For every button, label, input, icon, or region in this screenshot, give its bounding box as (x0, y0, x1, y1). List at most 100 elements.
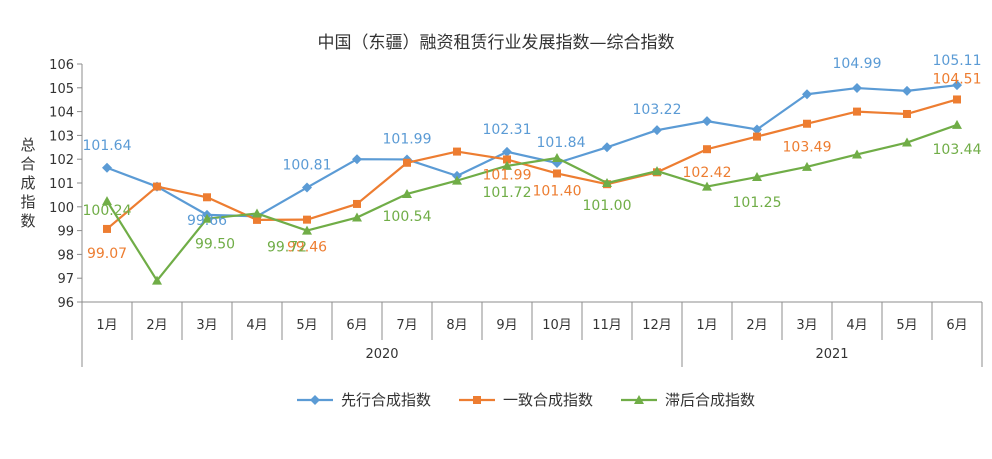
x-tick-label: 8月 (446, 318, 467, 333)
data-label: 101.40 (533, 183, 582, 199)
data-label: 101.99 (483, 167, 532, 183)
legend-item: 滞后合成指数 (621, 391, 755, 409)
data-label: 103.22 (633, 102, 682, 118)
data-point-square (473, 396, 481, 404)
data-point-square (403, 158, 411, 167)
data-point-triangle (452, 175, 462, 185)
data-point-triangle (402, 188, 412, 198)
data-point-diamond (652, 125, 662, 136)
data-label: 99.72 (267, 239, 307, 255)
y-tick-label: 106 (49, 58, 74, 73)
legend-label: 先行合成指数 (341, 391, 431, 409)
data-point-square (853, 107, 861, 116)
data-label: 102.42 (683, 165, 732, 181)
series-layer (102, 80, 962, 285)
series-line (106, 98, 958, 230)
data-point-diamond (602, 142, 612, 153)
data-point-square (553, 169, 561, 178)
data-point-square (253, 215, 261, 224)
data-point-triangle (952, 119, 962, 129)
x-tick-label: 6月 (946, 318, 967, 333)
data-point-triangle (652, 166, 662, 176)
data-point-triangle (552, 153, 562, 163)
y-axis-label-char: 总 (20, 136, 35, 154)
data-point-triangle (102, 196, 112, 206)
data-point-triangle (152, 275, 162, 285)
data-point-square (753, 132, 761, 141)
series-line (106, 123, 958, 282)
data-point-triangle (252, 208, 262, 218)
y-tick-label: 96 (57, 296, 74, 311)
x-tick-label: 4月 (246, 318, 267, 333)
data-point-triangle (502, 160, 512, 170)
data-point-diamond (902, 85, 912, 96)
data-point-triangle (602, 178, 612, 187)
legend: 先行合成指数 一致合成指数 滞后合成指数 (297, 391, 755, 409)
data-point-triangle (802, 161, 812, 171)
series-triangle (102, 119, 962, 285)
legend-item: 先行合成指数 (297, 391, 431, 409)
data-label: 101.84 (537, 135, 586, 151)
y-axis-label-char: 成 (20, 174, 35, 192)
data-point-square (953, 95, 961, 104)
data-label: 100.81 (283, 158, 332, 174)
data-label: 101.72 (483, 185, 532, 201)
data-label: 101.25 (733, 195, 782, 211)
data-label: 104.51 (933, 71, 982, 87)
data-point-square (903, 109, 911, 118)
legend-label: 滞后合成指数 (665, 391, 755, 409)
y-tick-label: 98 (57, 248, 74, 263)
data-point-diamond (310, 395, 320, 405)
y-axis-label-char: 数 (20, 212, 35, 230)
y-tick-label: 102 (49, 153, 74, 168)
x-tick-label: 4月 (846, 318, 867, 333)
data-label: 103.44 (933, 142, 982, 158)
x-tick-label: 5月 (896, 318, 917, 333)
x-tick-label: 1月 (696, 318, 717, 333)
data-label: 101.00 (583, 198, 632, 214)
x-tick-label: 7月 (396, 318, 417, 333)
data-point-diamond (352, 154, 362, 165)
data-point-triangle (634, 395, 644, 404)
x-tick-label: 9月 (496, 318, 517, 333)
data-label: 105.11 (933, 53, 982, 69)
x-tick-label: 12月 (642, 318, 672, 333)
data-point-triangle (302, 225, 312, 235)
data-point-square (203, 193, 211, 202)
y-axis-label-char: 指 (20, 193, 35, 211)
data-point-diamond (302, 182, 312, 193)
x-tick-label: 3月 (196, 318, 217, 333)
data-label: 101.64 (83, 138, 132, 154)
x-tick-label: 11月 (592, 318, 622, 333)
data-point-square (503, 155, 511, 164)
data-point-diamond (502, 146, 512, 157)
data-point-diamond (852, 83, 862, 94)
series-square (103, 95, 961, 233)
y-tick-label: 99 (57, 225, 74, 240)
data-point-square (703, 145, 711, 154)
year-group-label: 2020 (365, 347, 398, 362)
data-label: 100.24 (83, 203, 132, 219)
x-tick-label: 6月 (346, 318, 367, 333)
data-label: 103.49 (783, 140, 832, 156)
data-point-triangle (902, 137, 912, 147)
year-group-label: 2021 (815, 347, 848, 362)
chart-title: 中国（东疆）融资租赁行业发展指数—综合指数 (318, 33, 675, 53)
data-point-square (153, 182, 161, 191)
data-point-triangle (852, 149, 862, 159)
data-point-triangle (752, 172, 762, 182)
data-point-triangle (702, 181, 712, 191)
data-label: 102.31 (483, 122, 532, 138)
x-tick-label: 2月 (146, 318, 167, 333)
legend-item: 一致合成指数 (459, 391, 593, 409)
y-tick-label: 105 (49, 82, 74, 97)
series-diamond (102, 80, 962, 222)
x-tick-label: 1月 (96, 318, 117, 333)
data-label: 101.99 (383, 131, 432, 147)
data-point-diamond (702, 116, 712, 127)
data-label: 99.07 (87, 246, 127, 262)
y-tick-label: 101 (49, 177, 74, 192)
axes: 96 97 98 99 100 101 102 103 104 105 106 1月 2月 3月 4月 5月 6… (49, 58, 983, 367)
